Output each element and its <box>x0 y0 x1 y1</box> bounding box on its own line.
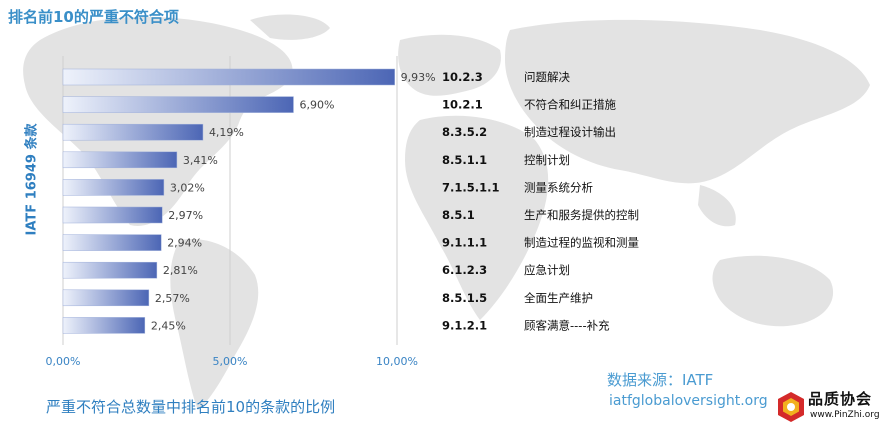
category-clause-label: 7.1.5.1.1 <box>442 180 499 194</box>
bar <box>62 317 146 334</box>
chart-title: 排名前10的严重不符合项 <box>8 8 179 26</box>
category-clause-label: 10.2.3 <box>442 70 483 84</box>
bar <box>62 151 178 169</box>
category-description-label: 问题解决 <box>524 70 570 84</box>
bar <box>62 261 158 279</box>
bar <box>62 179 165 196</box>
data-label: 4,19% <box>209 126 244 139</box>
data-source-url: iatfglobaloversight.org <box>609 393 768 409</box>
category-clause-label: 6.1.2.3 <box>442 263 487 277</box>
category-description-label: 制造过程设计输出 <box>524 125 616 139</box>
bar <box>62 234 162 251</box>
category-clause-label: 8.5.1.5 <box>442 291 487 305</box>
chart-subtitle: 严重不符合总数量中排名前10的条款的比例 <box>46 398 336 416</box>
category-clause-label: 8.3.5.2 <box>442 125 487 139</box>
data-label: 2,94% <box>167 237 202 250</box>
data-source-label: 数据来源：IATF <box>607 371 714 389</box>
bar <box>62 123 204 141</box>
quality-association-logo-icon <box>778 392 804 422</box>
data-label: 9,93% <box>401 71 436 84</box>
bar <box>62 96 294 113</box>
category-clause-label: 8.5.1.1 <box>442 153 487 167</box>
x-tick-label: 10,00% <box>376 355 418 368</box>
x-tick-label: 5,00% <box>213 355 248 368</box>
data-label: 2,57% <box>155 292 190 305</box>
bar <box>62 206 163 224</box>
data-label: 2,97% <box>168 209 203 222</box>
x-tick-label: 0,00% <box>46 355 81 368</box>
data-label: 2,81% <box>163 264 198 277</box>
data-label: 3,41% <box>183 154 218 167</box>
data-label: 6,90% <box>299 99 334 112</box>
category-description-label: 制造过程的监视和测量 <box>524 236 639 250</box>
category-description-label: 应急计划 <box>524 263 570 277</box>
logo: 品质协会 www.PinZhi.org <box>774 388 886 428</box>
data-label: 2,45% <box>151 319 186 332</box>
category-description-label: 顾客满意----补充 <box>524 318 610 332</box>
category-clause-label: 9.1.1.1 <box>442 236 487 250</box>
category-description-label: 测量系统分析 <box>524 180 593 194</box>
category-description-label: 控制计划 <box>524 153 570 167</box>
category-description-label: 全面生产维护 <box>524 291 593 305</box>
category-description-label: 不符合和纠正措施 <box>524 98 616 112</box>
bar <box>62 289 150 307</box>
category-description-label: 生产和服务提供的控制 <box>524 208 639 222</box>
category-clause-label: 8.5.1 <box>442 208 475 222</box>
logo-url: www.PinZhi.org <box>810 410 880 420</box>
category-clause-label: 9.1.2.1 <box>442 318 487 332</box>
category-clause-label: 10.2.1 <box>442 98 483 112</box>
bar <box>62 68 395 86</box>
logo-name: 品质协会 <box>808 390 873 408</box>
data-label: 3,02% <box>170 181 205 194</box>
